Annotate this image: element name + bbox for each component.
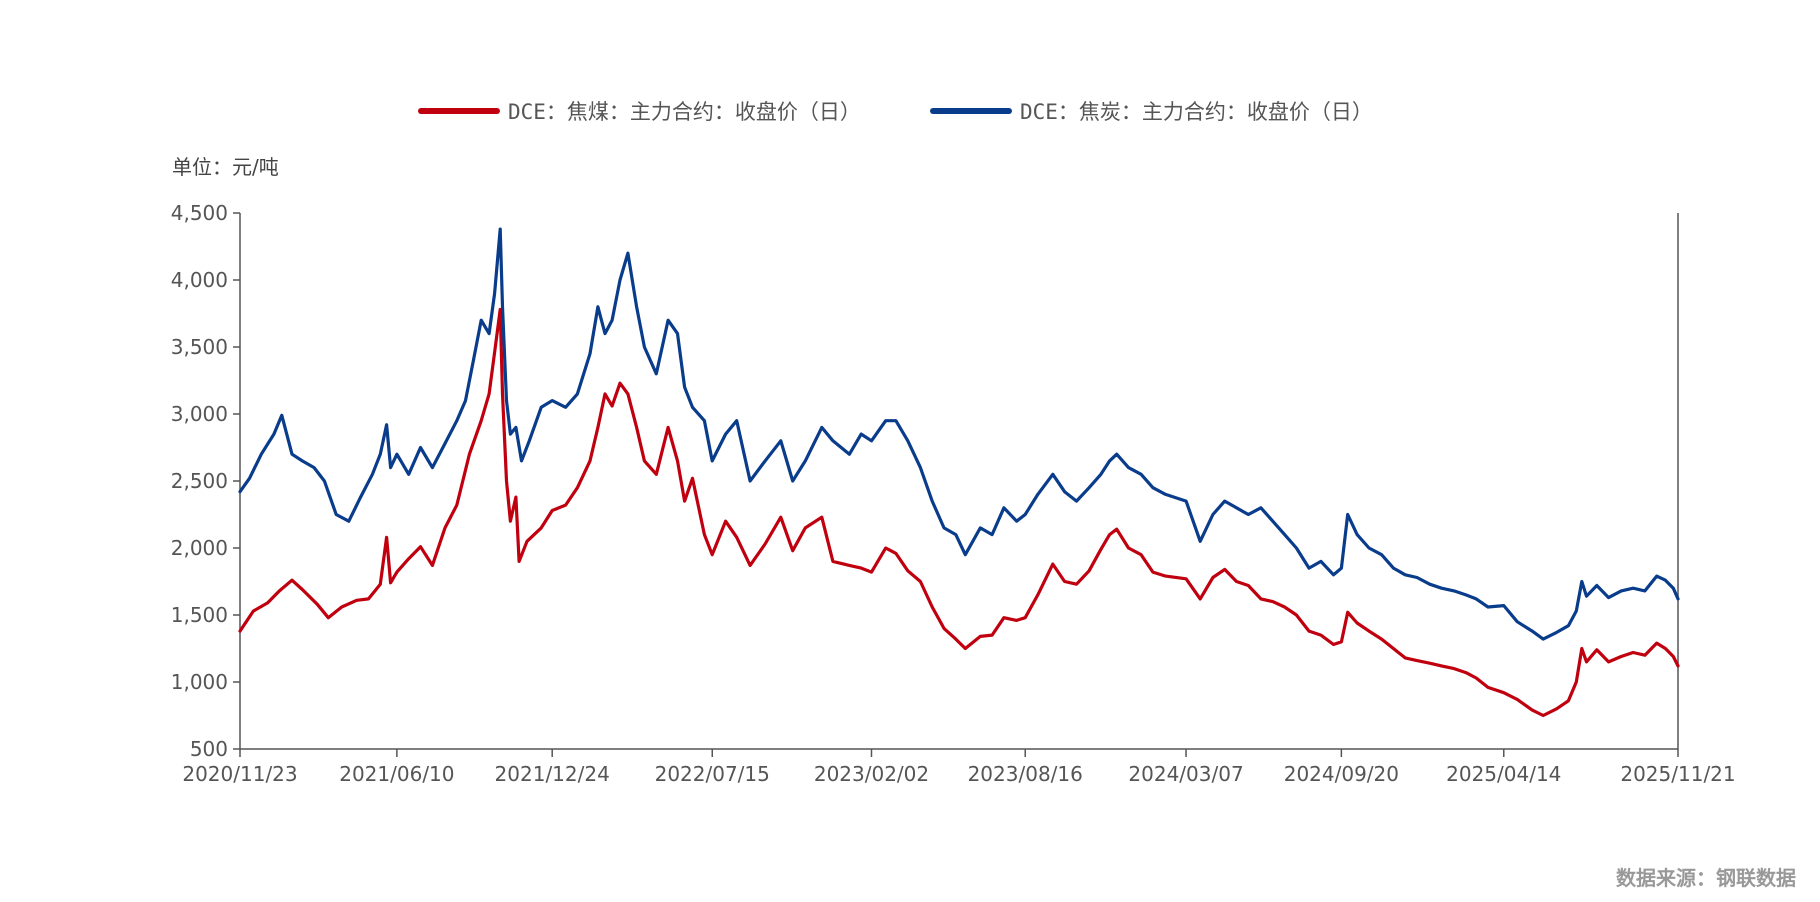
unit-label: 单位：元/吨 xyxy=(172,155,279,179)
axes xyxy=(239,213,1679,750)
y-tick-label: 1,500 xyxy=(171,603,228,627)
x-tick-label: 2022/07/15 xyxy=(655,762,770,786)
series-group xyxy=(238,227,1680,718)
x-tick-label: 2025/11/21 xyxy=(1620,762,1735,786)
x-tick-label: 2023/02/02 xyxy=(814,762,929,786)
y-tick-label: 4,500 xyxy=(171,201,228,225)
legend-label-coke: DCE：焦炭：主力合约：收盘价（日） xyxy=(1020,100,1373,124)
y-tick-label: 2,500 xyxy=(171,469,228,493)
x-tick-label: 2021/12/24 xyxy=(495,762,610,786)
y-tick-label: 3,500 xyxy=(171,335,228,359)
x-ticks: 2020/11/23 2021/06/10 2021/12/24 2022/07/15… xyxy=(182,749,1736,786)
x-tick-label: 2020/11/23 xyxy=(182,762,297,786)
x-tick-label: 2025/04/14 xyxy=(1446,762,1561,786)
series-line-coking-coal xyxy=(238,307,1680,718)
data-source: 数据来源：钢联数据 xyxy=(1616,866,1796,890)
series-line-coke xyxy=(238,227,1680,641)
x-tick-label: 2021/06/10 xyxy=(339,762,454,786)
x-tick-label: 2024/03/07 xyxy=(1128,762,1243,786)
y-tick-label: 1,000 xyxy=(171,670,228,694)
x-tick-label: 2024/09/20 xyxy=(1284,762,1399,786)
y-tick-label: 500 xyxy=(190,737,228,761)
y-tick-label: 3,000 xyxy=(171,402,228,426)
y-tick-label: 4,000 xyxy=(171,268,228,292)
x-tick-label: 2023/08/16 xyxy=(968,762,1083,786)
legend-label-coking-coal: DCE：焦煤：主力合约：收盘价（日） xyxy=(508,100,861,124)
y-ticks: 500 1,000 1,500 2,000 2,500 3,000 3,500 4,000 4,… xyxy=(171,201,240,761)
y-tick-label: 2,000 xyxy=(171,536,228,560)
legend: DCE：焦煤：主力合约：收盘价（日） DCE：焦炭：主力合约：收盘价（日） xyxy=(418,100,1373,124)
